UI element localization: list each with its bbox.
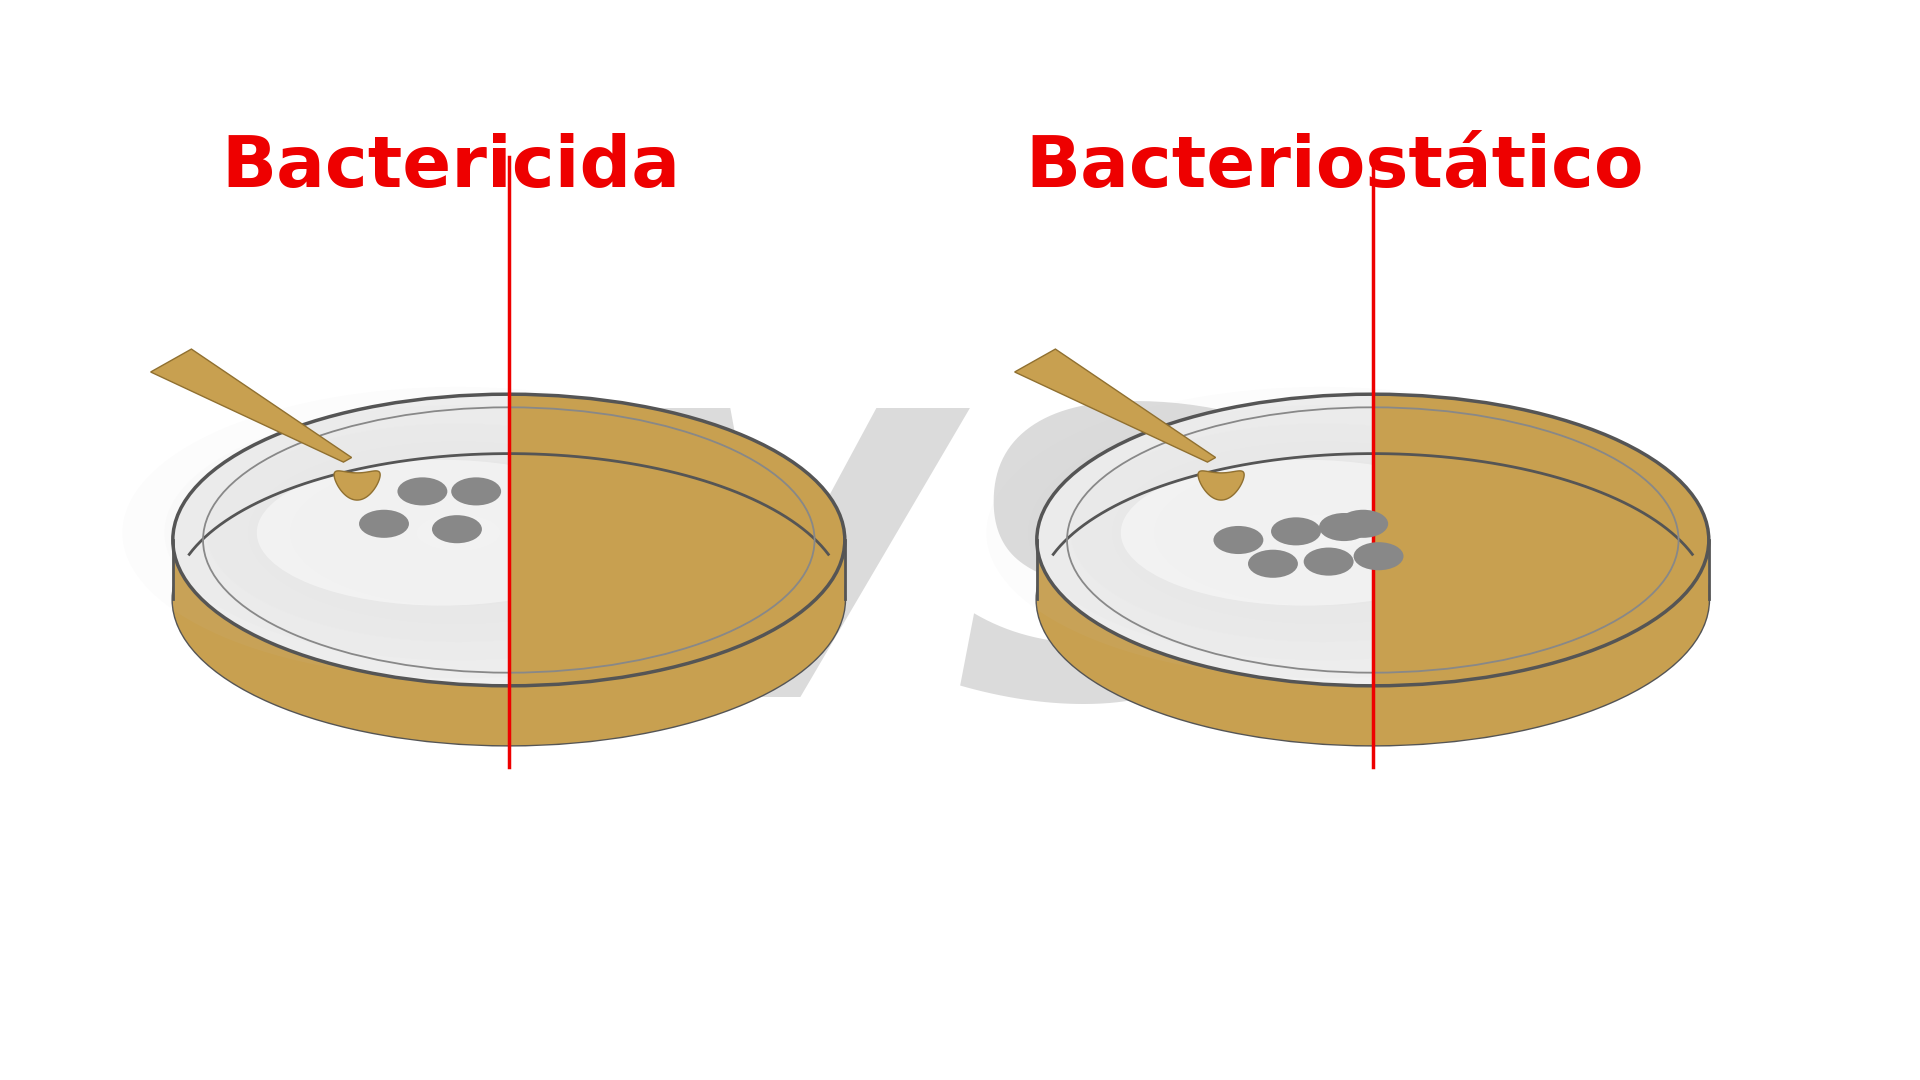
- Ellipse shape: [1069, 423, 1574, 642]
- Ellipse shape: [417, 514, 501, 551]
- Ellipse shape: [173, 454, 845, 745]
- Ellipse shape: [257, 460, 626, 606]
- Ellipse shape: [173, 394, 845, 686]
- Ellipse shape: [207, 423, 710, 642]
- Polygon shape: [1037, 540, 1709, 745]
- Ellipse shape: [1154, 460, 1490, 606]
- Circle shape: [451, 477, 501, 505]
- Polygon shape: [334, 471, 380, 500]
- Ellipse shape: [248, 442, 668, 624]
- Ellipse shape: [1281, 514, 1365, 551]
- Ellipse shape: [374, 496, 543, 569]
- Circle shape: [1213, 526, 1263, 554]
- Ellipse shape: [290, 460, 626, 606]
- Ellipse shape: [987, 387, 1659, 678]
- Polygon shape: [1373, 394, 1709, 686]
- Circle shape: [432, 515, 482, 543]
- Text: Bacteriostático: Bacteriostático: [1025, 133, 1644, 202]
- Text: Bactericida: Bactericida: [221, 133, 682, 202]
- Polygon shape: [173, 540, 845, 745]
- Text: vs: vs: [612, 295, 1269, 807]
- Circle shape: [1338, 510, 1388, 538]
- Ellipse shape: [1238, 496, 1405, 569]
- Ellipse shape: [1121, 460, 1490, 606]
- Polygon shape: [1198, 471, 1244, 500]
- Ellipse shape: [1029, 405, 1617, 660]
- Ellipse shape: [332, 478, 584, 588]
- Polygon shape: [509, 394, 845, 686]
- Circle shape: [1354, 542, 1404, 570]
- Circle shape: [1271, 517, 1321, 545]
- Polygon shape: [150, 349, 351, 462]
- Circle shape: [1319, 513, 1369, 541]
- Circle shape: [1304, 548, 1354, 576]
- Polygon shape: [1014, 349, 1215, 462]
- Ellipse shape: [1112, 442, 1532, 624]
- Circle shape: [359, 510, 409, 538]
- Ellipse shape: [165, 405, 753, 660]
- Ellipse shape: [1037, 454, 1709, 745]
- Ellipse shape: [1196, 478, 1448, 588]
- Circle shape: [1248, 550, 1298, 578]
- Ellipse shape: [123, 387, 795, 678]
- Ellipse shape: [1037, 394, 1709, 686]
- Circle shape: [397, 477, 447, 505]
